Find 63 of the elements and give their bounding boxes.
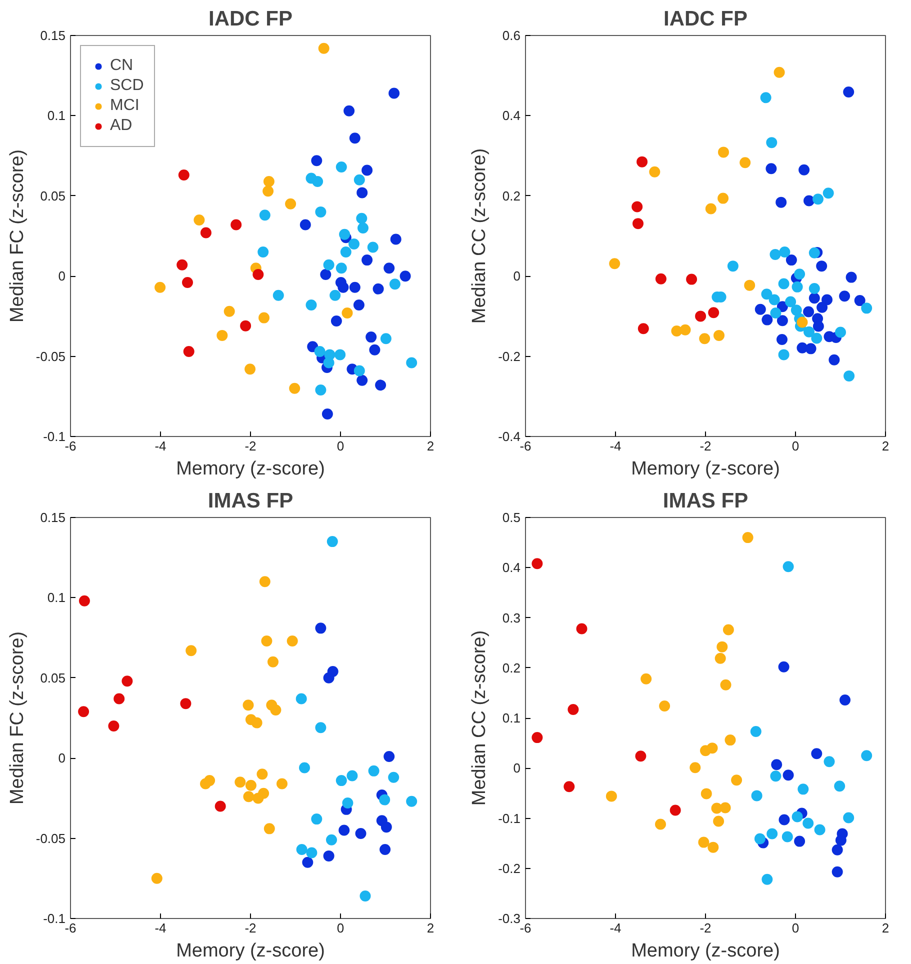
y-tick-label: 0.1 — [47, 590, 66, 606]
x-tick-label: 2 — [882, 438, 890, 454]
x-tick-label: 0 — [792, 920, 800, 936]
y-tick-label: -0.1 — [498, 810, 521, 826]
x-tick-label: 0 — [336, 438, 344, 454]
y-tick-label: -0.1 — [43, 429, 66, 444]
x-tick-label: 0 — [792, 438, 800, 454]
y-axis-title: Median CC (z-score) — [469, 630, 490, 806]
y-tick-label: 0.05 — [40, 188, 66, 204]
x-tick-label: 0 — [336, 920, 344, 936]
y-tick-label: 0 — [58, 750, 66, 766]
chart-title: IADC FP — [664, 8, 748, 30]
x-tick-label: -6 — [520, 438, 532, 454]
x-tick-label: 2 — [426, 920, 434, 936]
x-tick-label: -4 — [610, 438, 622, 454]
y-tick-label: -0.05 — [36, 830, 66, 846]
y-tick-label: -0.1 — [43, 911, 66, 926]
chart-title: IMAS FP — [662, 490, 748, 512]
y-axis-title: Median FC (z-score) — [6, 631, 28, 805]
y-tick-label: 0.15 — [40, 510, 66, 525]
x-tick-label: -2 — [700, 438, 712, 454]
x-tick-label: -6 — [64, 920, 76, 936]
x-axis-title: Memory (z-score) — [176, 940, 325, 962]
y-tick-label: 0.4 — [502, 560, 521, 576]
y-tick-label: 0.05 — [40, 670, 66, 686]
y-tick-label: 0 — [58, 268, 66, 284]
x-tick-label: -4 — [154, 438, 166, 454]
y-tick-label: 0.2 — [502, 660, 521, 676]
y-tick-label: 0 — [513, 760, 521, 776]
x-tick-label: 2 — [426, 438, 434, 454]
y-tick-label: -0.2 — [498, 348, 521, 364]
y-tick-label: 0.2 — [502, 188, 521, 204]
x-tick-label: -6 — [64, 438, 76, 454]
legend-label: CN — [110, 57, 134, 75]
y-tick-label: 0.15 — [40, 28, 66, 43]
x-tick-label: -2 — [700, 920, 712, 936]
y-tick-label: 0.1 — [502, 710, 521, 726]
x-axis-title: Memory (z-score) — [176, 458, 325, 480]
legend-label: SCD — [110, 77, 144, 95]
x-axis-title: Memory (z-score) — [631, 940, 780, 962]
x-axis-title: Memory (z-score) — [631, 458, 780, 480]
chart-title: IADC FP — [208, 8, 292, 30]
legend-label: AD — [110, 117, 132, 135]
y-tick-label: 0.6 — [502, 28, 521, 43]
x-tick-label: 2 — [882, 920, 890, 936]
legend-label: MCI — [110, 97, 140, 115]
y-tick-label: -0.4 — [498, 429, 521, 444]
x-tick-label: -2 — [244, 438, 256, 454]
y-tick-label: 0.5 — [502, 510, 521, 525]
chart-title: IMAS FP — [208, 490, 294, 512]
y-axis-title: Median FC (z-score) — [6, 149, 28, 323]
x-tick-label: -4 — [154, 920, 166, 936]
y-tick-label: 0.1 — [47, 108, 66, 124]
y-tick-label: -0.2 — [498, 860, 521, 876]
y-tick-label: 0.3 — [502, 610, 521, 626]
y-tick-label: 0 — [513, 268, 521, 284]
y-tick-label: -0.3 — [498, 911, 521, 926]
y-tick-label: 0.4 — [502, 108, 521, 124]
y-tick-label: -0.05 — [36, 348, 66, 364]
x-tick-label: -2 — [244, 920, 256, 936]
y-axis-title: Median CC (z-score) — [469, 148, 490, 324]
x-tick-label: -4 — [610, 920, 622, 936]
x-tick-label: -6 — [520, 920, 532, 936]
